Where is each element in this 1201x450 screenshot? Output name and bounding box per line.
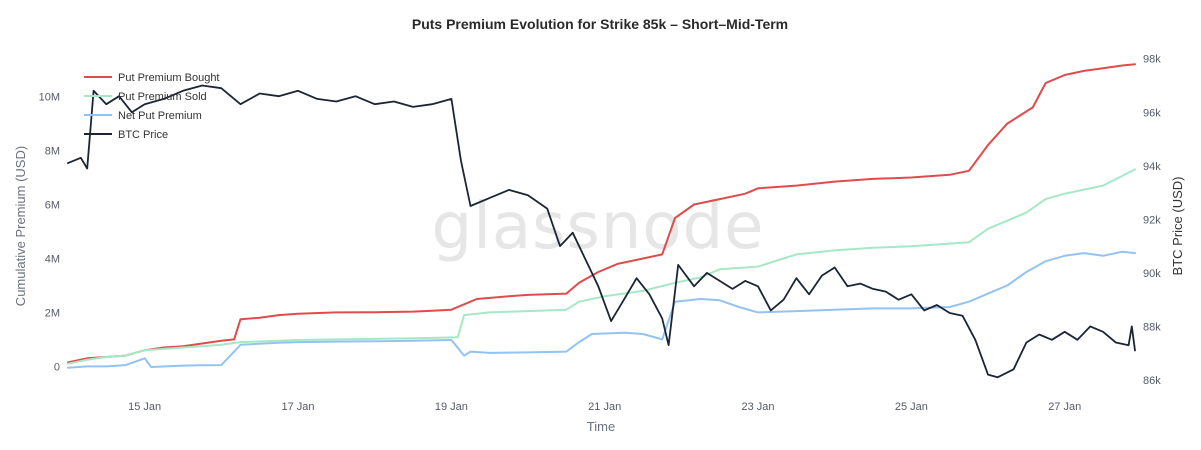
- right-tick-label-4: 94k: [1143, 161, 1161, 173]
- legend-item-put-premium-bought[interactable]: Put Premium Bought: [84, 72, 220, 84]
- x-axis-ticks: 15 Jan 17 Jan 19 Jan 21 Jan 23 Jan 25 Jan 27 J…: [128, 401, 1081, 413]
- right-tick-label-2: 90k: [1143, 268, 1161, 280]
- right-tick-label-1: 88k: [1143, 321, 1161, 333]
- right-axis-ticks: 86k 88k 90k 92k 94k 96k 98k: [1143, 54, 1161, 387]
- legend-item-net-put-premium[interactable]: Net Put Premium: [84, 110, 202, 122]
- right-tick-label-6: 98k: [1143, 54, 1161, 66]
- legend-item-put-premium-sold[interactable]: Put Premium Sold: [84, 91, 207, 103]
- x-tick-label-5: 25 Jan: [895, 401, 928, 413]
- right-tick-label-5: 96k: [1143, 107, 1161, 119]
- legend[interactable]: Put Premium Bought Put Premium Sold Net Pu…: [84, 72, 220, 141]
- chart-title: Puts Premium Evolution for Strike 85k – …: [412, 16, 788, 32]
- left-axis-title: Cumulative Premium (USD): [13, 146, 28, 306]
- legend-label-btc-price: BTC Price: [118, 129, 168, 141]
- left-tick-label-3: 6M: [45, 200, 60, 212]
- right-tick-label-0: 86k: [1143, 375, 1161, 387]
- x-tick-label-1: 17 Jan: [281, 401, 314, 413]
- right-axis-title: BTC Price (USD): [1170, 177, 1185, 276]
- left-tick-label-5: 10M: [39, 92, 60, 104]
- series-line-put-premium-sold: [67, 168, 1136, 365]
- left-tick-label-4: 8M: [45, 146, 60, 158]
- left-tick-label-1: 2M: [45, 307, 60, 319]
- legend-item-btc-price[interactable]: BTC Price: [84, 129, 168, 141]
- series-line-put-premium-bought: [67, 63, 1136, 364]
- series-line-btc-price: [67, 84, 1136, 379]
- left-tick-label-0: 0: [54, 361, 60, 373]
- legend-label-net-put-premium: Net Put Premium: [118, 110, 202, 122]
- left-tick-label-2: 4M: [45, 253, 60, 265]
- legend-label-put-premium-bought: Put Premium Bought: [118, 72, 220, 84]
- x-axis-title: Time: [587, 419, 615, 434]
- x-tick-label-3: 21 Jan: [588, 401, 621, 413]
- x-tick-label-6: 27 Jan: [1048, 401, 1081, 413]
- right-tick-label-3: 92k: [1143, 214, 1161, 226]
- x-tick-label-4: 23 Jan: [742, 401, 775, 413]
- series-lines: [67, 63, 1136, 379]
- left-axis-ticks: 0 2M 4M 6M 8M 10M: [39, 92, 60, 374]
- legend-label-put-premium-sold: Put Premium Sold: [118, 91, 207, 103]
- x-tick-label-2: 19 Jan: [435, 401, 468, 413]
- x-tick-label-0: 15 Jan: [128, 401, 161, 413]
- series-line-net-put-premium: [67, 250, 1136, 369]
